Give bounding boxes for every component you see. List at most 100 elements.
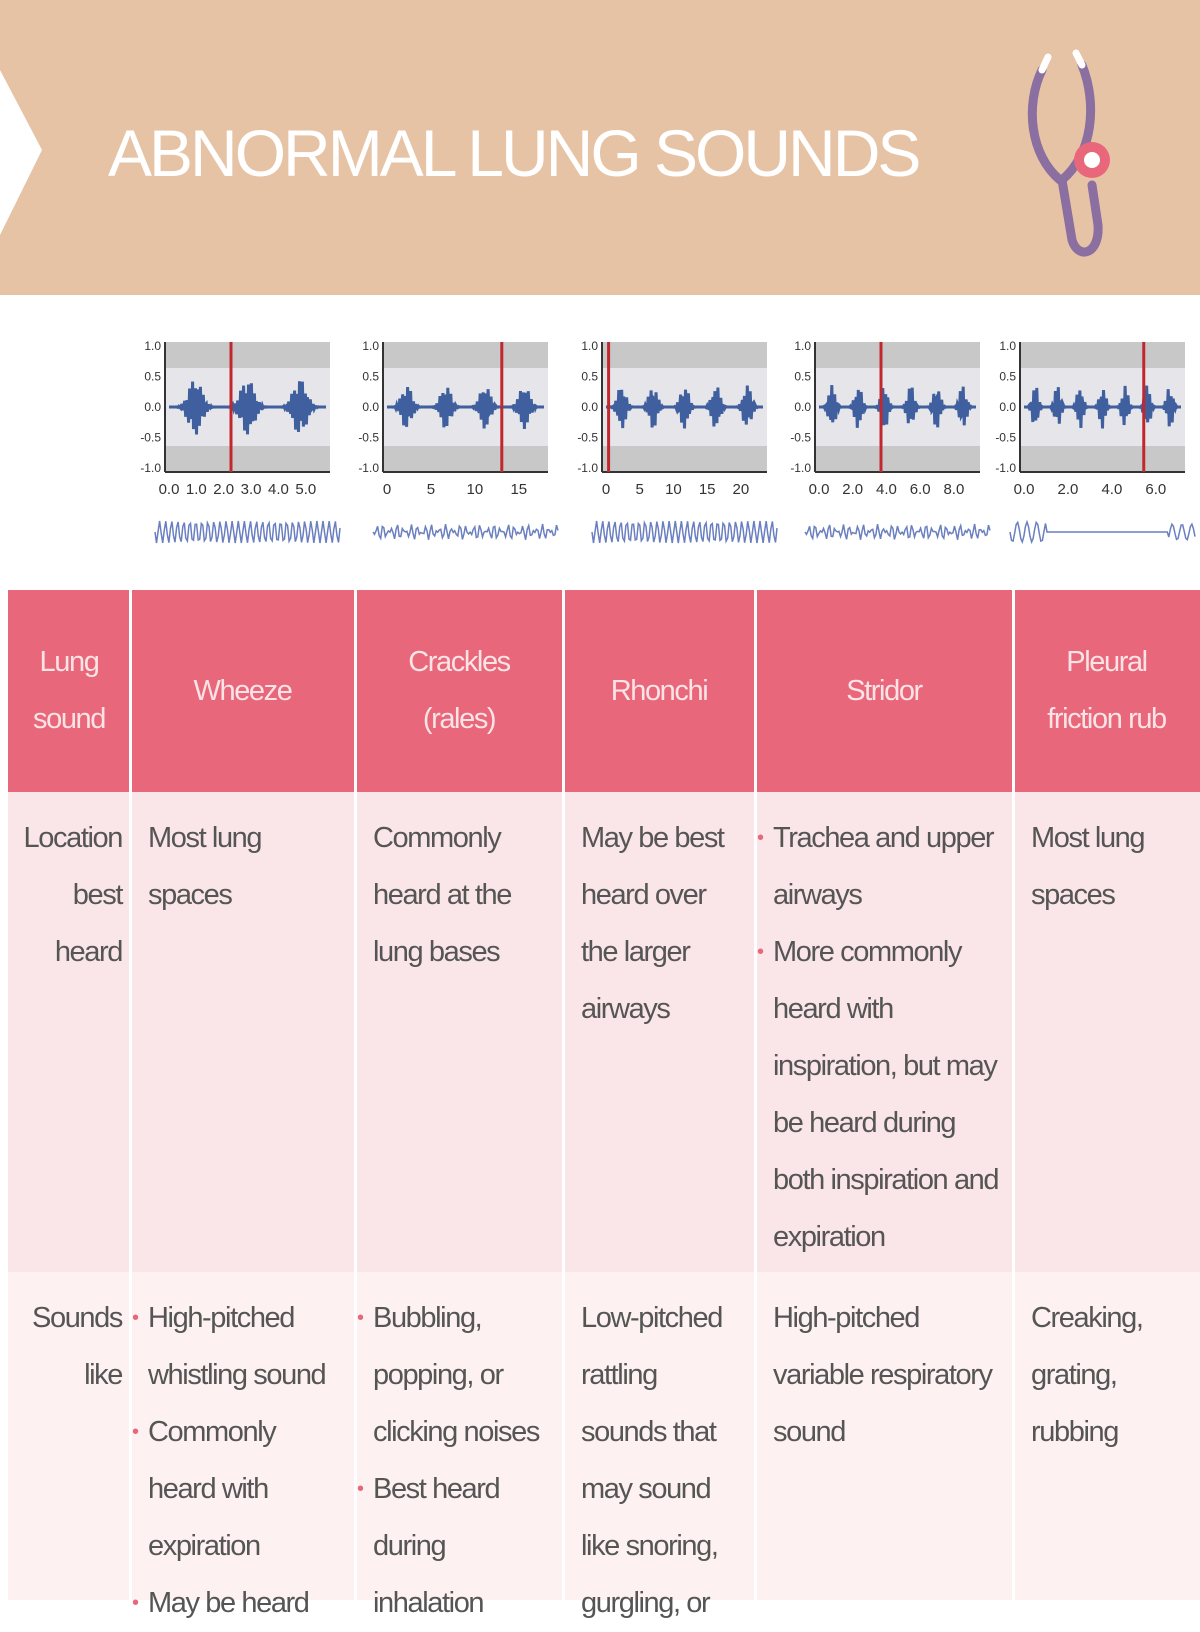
header-cell: Rhonchi	[610, 674, 709, 707]
x-tick-label: 0.0	[809, 481, 830, 498]
y-tick-label: 0.0	[144, 400, 161, 414]
column-separator	[562, 590, 565, 1600]
y-tick-label: -0.5	[577, 431, 598, 445]
table-cell: High-pitched whistling soundCommonly hea…	[130, 1272, 355, 1632]
header-cell: Stridor	[846, 674, 923, 707]
bullet-item: Commonly heard with expiration	[132, 1404, 341, 1575]
table: Lung sound Wheeze Crackles (rales) Rhonchi S…	[8, 590, 1200, 1632]
y-tick-label: -1.0	[790, 461, 811, 475]
header-cell: Pleural friction rub	[1047, 646, 1167, 735]
x-tick-label: 15	[510, 481, 527, 498]
y-tick-label: -1.0	[995, 461, 1016, 475]
x-tick-label: 0.0	[1014, 481, 1035, 498]
header-cell: Crackles (rales)	[408, 646, 511, 735]
x-tick-label: 2.0	[213, 481, 234, 498]
squiggle	[154, 519, 341, 544]
x-tick-label: 15	[699, 481, 716, 498]
column-separator	[1012, 590, 1015, 1600]
column-separator	[129, 590, 132, 1600]
y-tick-label: 1.0	[581, 339, 598, 353]
table-row: Sounds likeHigh-pitched whistling soundC…	[8, 1272, 1200, 1632]
header-cell: Lung sound	[32, 646, 106, 735]
x-tick-label: 0	[383, 481, 391, 498]
x-tick-label: 8.0	[943, 481, 964, 498]
bullet-list: Bubbling, popping, or clicking noisesBes…	[357, 1290, 549, 1632]
x-tick-label: 1.0	[186, 481, 207, 498]
y-tick-label: 0.5	[362, 370, 379, 384]
table-cell: May be best heard over the larger airway…	[581, 822, 725, 1025]
bullet-item: High-pitched whistling sound	[132, 1290, 341, 1404]
squiggle	[591, 519, 778, 544]
y-tick-label: -1.0	[358, 461, 379, 475]
bullet-list: Trachea and upper airwaysMore commonly h…	[757, 810, 1000, 1266]
y-tick-label: -0.5	[358, 431, 379, 445]
y-tick-label: -0.5	[995, 431, 1016, 445]
x-tick-label: 5.0	[295, 481, 316, 498]
title: ABNORMAL LUNG SOUNDS	[108, 116, 921, 190]
y-tick-label: 1.0	[794, 339, 811, 353]
waveform	[387, 387, 544, 430]
x-tick-label: 2.0	[1058, 481, 1079, 498]
arrow-notch	[0, 70, 42, 235]
squiggle	[1009, 519, 1196, 545]
squiggle	[372, 522, 559, 541]
y-tick-label: 0.5	[144, 370, 161, 384]
x-tick-label: 4.0	[876, 481, 897, 498]
header-band: ABNORMAL LUNG SOUNDS	[0, 0, 1200, 295]
waveform	[819, 385, 976, 428]
table-cell: Commonly heard at the lung bases	[373, 822, 512, 968]
bullet-item: May be heard	[132, 1575, 341, 1632]
x-tick-label: 0	[602, 481, 610, 498]
x-tick-label: 10	[665, 481, 682, 498]
table-cell: Most lung spaces	[148, 822, 263, 911]
y-tick-label: 0.0	[999, 400, 1016, 414]
y-tick-label: 0.5	[581, 370, 598, 384]
y-tick-label: -1.0	[140, 461, 161, 475]
table-cell: Bubbling, popping, or clicking noisesBes…	[355, 1272, 563, 1619]
table-cell: Creaking, grating, rubbing	[1031, 1302, 1144, 1448]
y-tick-label: -0.5	[790, 431, 811, 445]
x-tick-label: 6.0	[1145, 481, 1166, 498]
waveform	[1024, 385, 1181, 429]
bullet-item: More commonly heard with inspiration, bu…	[757, 924, 1000, 1266]
y-tick-label: 0.5	[999, 370, 1016, 384]
bullet-item: Bubbling, popping, or clicking noises	[357, 1290, 549, 1461]
table-cell: Low-pitched rattling sounds that may sou…	[581, 1302, 723, 1619]
x-tick-label: 4.0	[1101, 481, 1122, 498]
bullet-list: High-pitched whistling soundCommonly hea…	[132, 1290, 341, 1632]
bullet-item: Best heard during inhalation	[357, 1461, 549, 1632]
x-tick-label: 6.0	[910, 481, 931, 498]
squiggle	[804, 522, 991, 541]
x-tick-label: 10	[467, 481, 484, 498]
bullet-item: Trachea and upper airways	[757, 810, 999, 924]
x-tick-label: 4.0	[268, 481, 289, 498]
y-tick-label: 1.0	[144, 339, 161, 353]
x-tick-label: 20	[733, 481, 750, 498]
waveform	[606, 385, 763, 429]
x-tick-label: 2.0	[842, 481, 863, 498]
table-cell: Trachea and upper airwaysMore commonly h…	[755, 792, 1013, 1272]
header-cell: Wheeze	[193, 674, 293, 707]
table-row: Location best heard Most lung spaces Commo…	[8, 792, 1200, 1272]
header-row: Lung sound Wheeze Crackles (rales) Rhonchi S…	[8, 590, 1200, 792]
column-separator	[754, 590, 757, 1600]
x-tick-label: 3.0	[241, 481, 262, 498]
row-label: Location best heard	[23, 822, 124, 968]
y-tick-label: 0.0	[794, 400, 811, 414]
x-tick-label: 0.0	[159, 481, 180, 498]
waveform-strip: 1.0 0.5 0.0 -0.5 -1.0 0.0 1.0 2.0 3.0 4.0 5.0 1.0 0.…	[140, 339, 1196, 545]
table-cell: Most lung spaces	[1031, 822, 1146, 911]
table-cell: High-pitched variable respiratory sound	[773, 1302, 993, 1448]
stethoscope-icon	[1027, 49, 1110, 257]
y-tick-label: -1.0	[577, 461, 598, 475]
x-tick-label: 5	[427, 481, 435, 498]
y-tick-label: 0.0	[581, 400, 598, 414]
waveform	[169, 381, 326, 435]
y-tick-label: 1.0	[999, 339, 1016, 353]
column-separator	[354, 590, 357, 1600]
row-label: Sounds like	[32, 1302, 123, 1391]
y-tick-label: 0.0	[362, 400, 379, 414]
x-tick-label: 5	[636, 481, 644, 498]
y-tick-label: -0.5	[140, 431, 161, 445]
